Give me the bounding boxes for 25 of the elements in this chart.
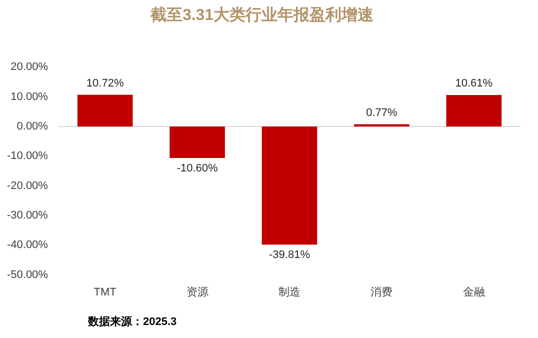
- bar: [446, 95, 502, 127]
- data-label: 0.77%: [366, 106, 398, 119]
- bar: [354, 124, 410, 127]
- data-label: -10.60%: [176, 162, 218, 174]
- y-tick-label: -30.00%: [6, 210, 48, 222]
- data-label: 10.72%: [86, 77, 124, 90]
- y-tick-label: 0.00%: [16, 120, 48, 133]
- y-tick-label: -20.00%: [6, 180, 48, 192]
- y-tick-label: 10.00%: [10, 90, 48, 103]
- x-tick-label: 制造: [278, 285, 300, 298]
- chart-title: 截至3.31大类行业年报盈利增速: [149, 6, 375, 24]
- data-label: -39.81%: [268, 249, 310, 262]
- x-tick-label: 资源: [186, 286, 208, 298]
- x-tick-label: TMT: [94, 286, 117, 298]
- bar: [262, 126, 318, 245]
- y-tick-label: 20.00%: [10, 61, 48, 74]
- y-tick-label: -10.00%: [6, 150, 48, 162]
- data-label: 10.61%: [455, 78, 493, 90]
- y-tick-label: -50.00%: [6, 268, 48, 281]
- y-tick-label: -40.00%: [6, 239, 48, 252]
- bar: [77, 94, 133, 127]
- bar: [170, 126, 225, 158]
- x-tick-label: 金融: [462, 286, 485, 298]
- x-tick-label: 消费: [370, 285, 393, 298]
- source-note: 数据来源：2025.3: [87, 315, 177, 328]
